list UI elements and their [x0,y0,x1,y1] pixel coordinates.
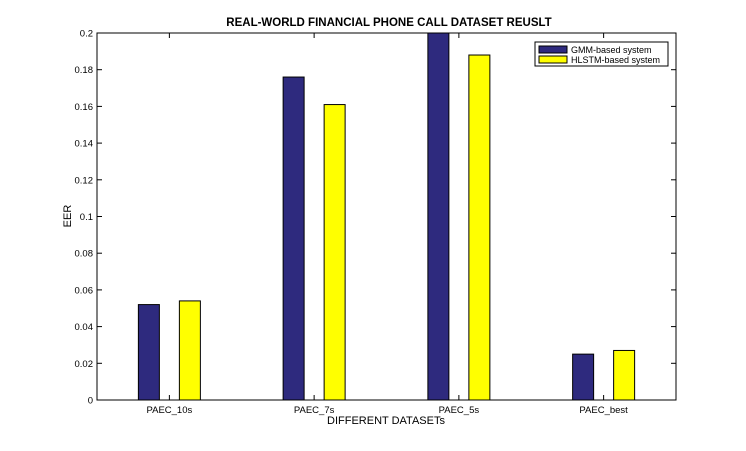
bar-gmm-paec-best [572,353,595,401]
y-tick-label: 0 [88,396,93,407]
legend-swatch [538,55,568,64]
x-tick-label: PAEC_7s [294,405,335,416]
legend-label: HLSTM-based system [571,55,660,65]
y-tick-label: 0.12 [75,175,94,186]
bar-hlstm-paec-best [613,349,636,401]
y-axis-label: EER [62,205,74,228]
y-axis-ticks: 0 0.02 0.04 0.06 0.08 0.1 0.12 0.14 0.16 0.18 0.2 [75,29,676,407]
x-tick-label: PAEC_best [579,405,628,416]
bar-hlstm-paec-7s [323,104,346,401]
y-tick-label: 0.02 [75,359,94,370]
bar-gmm-paec-7s [282,76,305,401]
bars [137,32,636,401]
y-tick-label: 0.08 [75,249,94,260]
bar-hlstm-paec-10s [178,300,201,401]
x-tick-label: PAEC_5s [439,405,480,416]
bar-gmm-paec-5s [427,32,450,401]
y-tick-label: 0.04 [75,322,94,333]
legend-label: GMM-based system [571,45,652,55]
y-tick-label: 0.2 [80,29,93,40]
y-tick-label: 0.14 [75,139,94,150]
x-axis-label: DIFFERENT DATASETs [327,415,445,427]
legend-swatch [538,45,568,54]
y-tick-label: 0.1 [80,212,93,223]
y-tick-label: 0.06 [75,285,94,296]
chart-title: REAL-WORLD FINANCIAL PHONE CALL DATASET … [226,17,551,29]
y-tick-label: 0.16 [75,102,94,113]
x-tick-label: PAEC_10s [146,405,192,416]
bar-gmm-paec-10s [137,304,160,401]
bar-hlstm-paec-5s [468,54,491,401]
x-axis-ticks: PAEC_10s PAEC_7s PAEC_5s PAEC_best [146,33,628,416]
y-tick-label: 0.18 [75,65,94,76]
